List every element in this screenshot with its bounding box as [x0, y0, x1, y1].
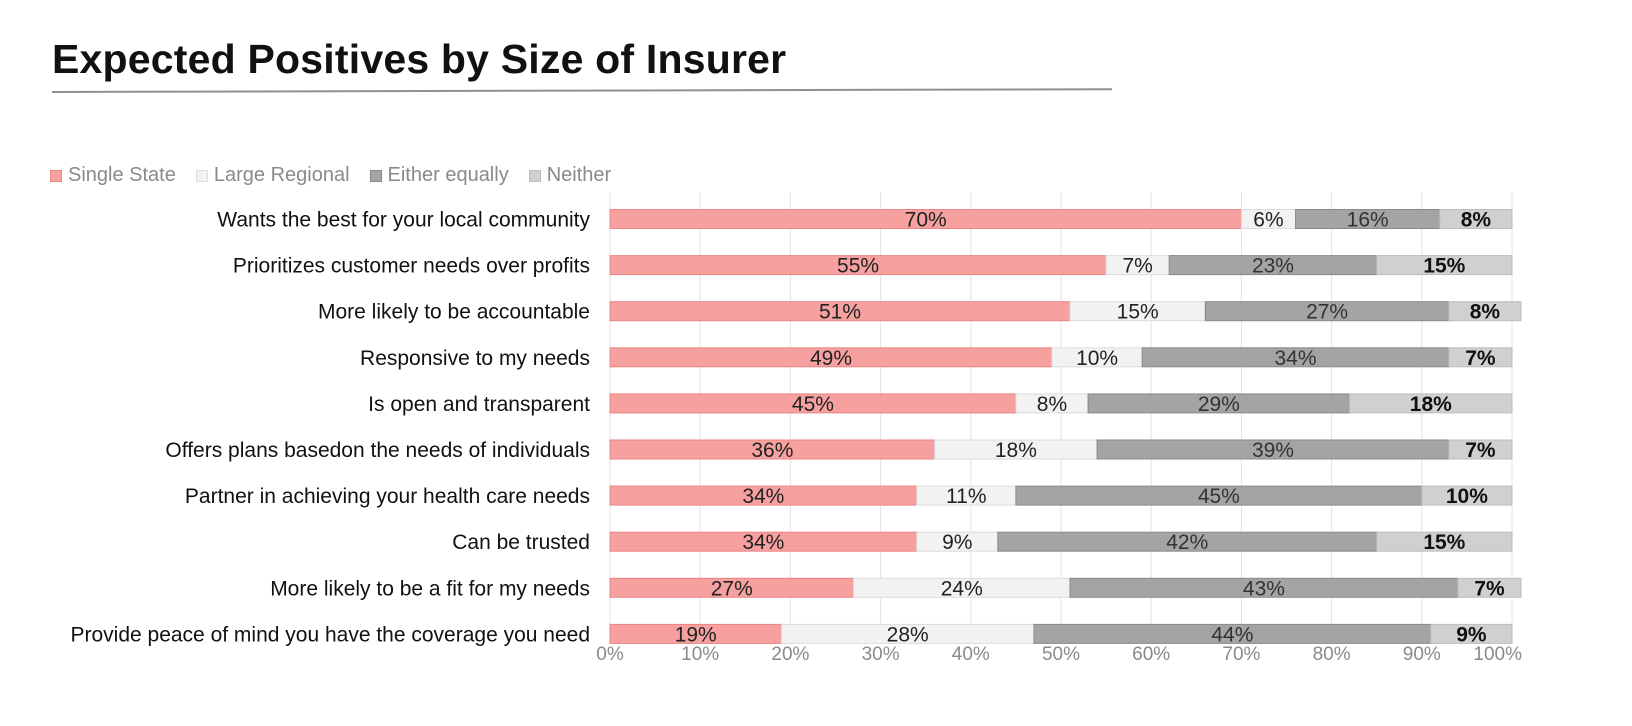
legend-swatch-neither: [528, 169, 541, 182]
data-label-large-regional: 24%: [941, 577, 983, 600]
x-tick-label: 0%: [596, 644, 624, 665]
data-label-neither: 10%: [1446, 485, 1488, 508]
legend-item-neither[interactable]: Neither: [528, 164, 612, 187]
x-tick-label: 100%: [1473, 644, 1522, 665]
category-label: Wants the best for your local community: [217, 209, 590, 232]
x-tick-label: 60%: [1132, 644, 1170, 665]
data-label-neither: 7%: [1465, 439, 1496, 462]
legend-label-neither: Neither: [546, 164, 612, 186]
data-label-single-state: 27%: [711, 577, 753, 600]
data-label-large-regional: 10%: [1076, 347, 1118, 370]
bar-neither: [1448, 347, 1513, 368]
data-label-large-regional: 11%: [946, 485, 986, 508]
category-label: Is open and transparent: [368, 393, 590, 416]
x-tick-label: 50%: [1042, 644, 1080, 665]
data-label-either-equally: 44%: [1211, 623, 1253, 646]
data-label-single-state: 45%: [792, 393, 834, 416]
legend-item-either-equally[interactable]: Either equally: [369, 164, 509, 187]
legend-swatch-single-state: [50, 169, 62, 182]
data-label-either-equally: 23%: [1252, 255, 1294, 278]
data-label-neither: 7%: [1465, 347, 1496, 370]
x-tick-label: 70%: [1222, 644, 1260, 665]
data-label-either-equally: 34%: [1275, 347, 1317, 370]
data-label-either-equally: 29%: [1198, 393, 1240, 416]
data-label-single-state: 70%: [905, 209, 947, 232]
data-label-either-equally: 42%: [1166, 531, 1208, 554]
chart-legend: Single State Large Regional Either equal…: [50, 164, 631, 187]
data-label-neither: 15%: [1423, 255, 1465, 278]
legend-label-single-state: Single State: [68, 164, 176, 186]
bar-neither: [1430, 623, 1513, 644]
legend-item-single-state[interactable]: Single State: [50, 164, 176, 187]
data-label-single-state: 34%: [742, 531, 784, 554]
category-label: More likely to be accountable: [318, 301, 590, 324]
legend-swatch-large-regional: [195, 169, 208, 182]
bar-neither: [1448, 439, 1513, 460]
data-label-either-equally: 39%: [1252, 439, 1294, 462]
data-label-large-regional: 6%: [1253, 209, 1283, 232]
x-tick-label: 40%: [952, 644, 990, 665]
data-label-large-regional: 28%: [887, 623, 929, 646]
x-tick-label: 80%: [1313, 644, 1351, 665]
category-label: Can be trusted: [452, 531, 590, 554]
legend-label-large-regional: Large Regional: [213, 164, 350, 186]
data-label-neither: 18%: [1410, 393, 1452, 416]
data-label-large-regional: 8%: [1037, 393, 1067, 416]
data-label-large-regional: 7%: [1122, 255, 1152, 278]
data-label-neither: 9%: [1456, 623, 1487, 646]
page-title: Expected Positives by Size of Insurer: [52, 36, 787, 82]
data-label-either-equally: 45%: [1198, 485, 1240, 508]
data-label-large-regional: 9%: [942, 531, 972, 554]
category-label: Responsive to my needs: [360, 347, 590, 370]
bar-neither: [1439, 209, 1513, 229]
legend-label-either-equally: Either equally: [387, 164, 509, 186]
bar-neither: [1376, 255, 1513, 276]
category-label: Offers plans basedon the needs of indivi…: [165, 439, 590, 462]
category-label: Partner in achieving your health care ne…: [185, 485, 590, 508]
data-label-single-state: 36%: [751, 439, 793, 462]
legend-swatch-either-equally: [369, 169, 382, 182]
bar-neither: [1421, 485, 1513, 506]
legend-item-large-regional[interactable]: Large Regional: [195, 164, 350, 187]
data-label-neither: 8%: [1461, 209, 1492, 232]
x-tick-label: 10%: [681, 644, 719, 665]
data-label-either-equally: 27%: [1306, 301, 1348, 324]
x-tick-label: 30%: [862, 644, 900, 665]
data-label-single-state: 55%: [837, 255, 879, 278]
data-label-single-state: 49%: [810, 347, 852, 370]
bar-neither: [1448, 301, 1522, 322]
x-tick-label: 90%: [1403, 644, 1441, 665]
bar-neither: [1349, 393, 1513, 414]
data-label-large-regional: 18%: [995, 439, 1037, 462]
data-label-either-equally: 16%: [1347, 209, 1389, 232]
category-label: Prioritizes customer needs over profits: [233, 255, 590, 278]
bar-neither: [1457, 577, 1522, 598]
data-label-either-equally: 43%: [1243, 577, 1285, 600]
category-label: More likely to be a fit for my needs: [270, 577, 590, 600]
data-label-large-regional: 15%: [1117, 301, 1159, 324]
x-tick-label: 20%: [771, 644, 809, 665]
data-label-single-state: 34%: [742, 485, 784, 508]
data-label-single-state: 51%: [819, 301, 861, 324]
data-label-neither: 8%: [1470, 301, 1501, 324]
data-label-neither: 7%: [1474, 577, 1505, 600]
category-label: Provide peace of mind you have the cover…: [70, 623, 590, 646]
data-label-neither: 15%: [1423, 531, 1465, 554]
data-label-single-state: 19%: [675, 623, 717, 646]
bar-neither: [1376, 531, 1513, 552]
